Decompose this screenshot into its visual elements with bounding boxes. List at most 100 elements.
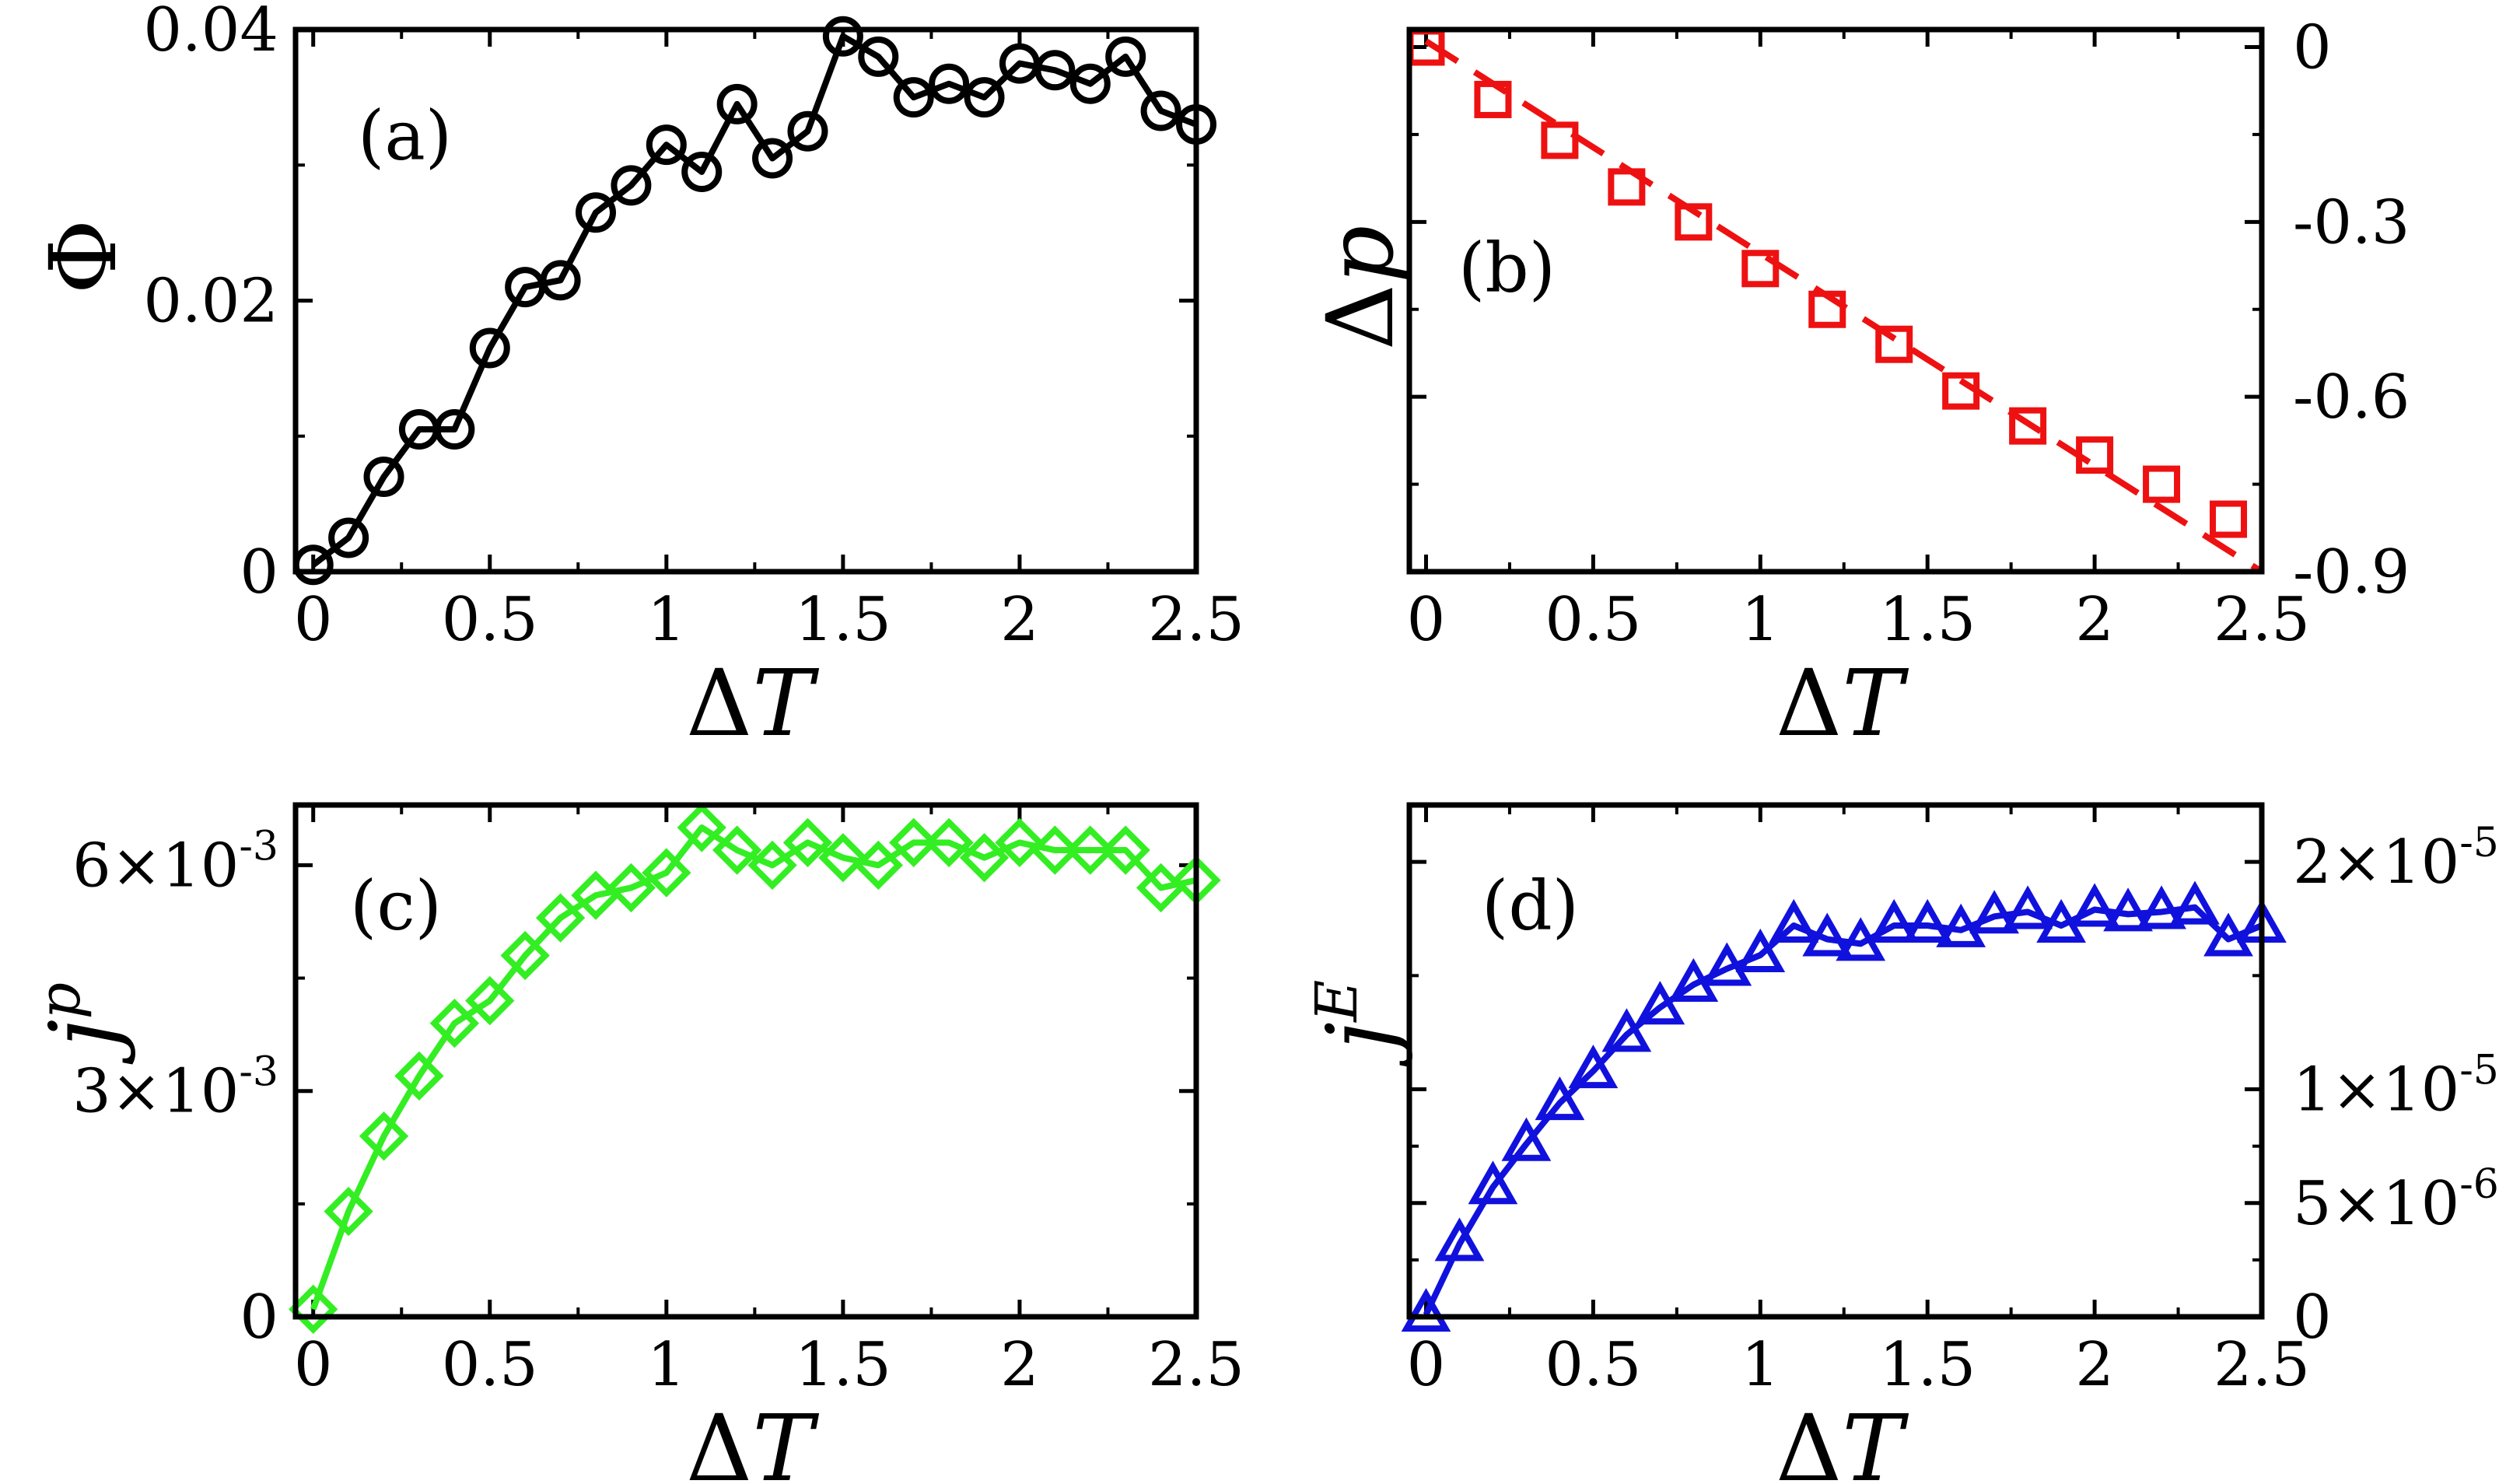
data-point (606, 863, 656, 913)
x-tick-label: 0 (294, 1330, 333, 1400)
data-point (1802, 912, 1853, 957)
data-point (434, 409, 475, 450)
data-point (858, 36, 899, 77)
data-point (853, 840, 903, 891)
data-point (2036, 898, 2086, 943)
data-point (2103, 887, 2153, 932)
x-tick-label: 1 (647, 585, 686, 655)
y-tick-label: 0.04 (143, 0, 278, 65)
data-point (959, 833, 1010, 883)
series-c-0 (310, 824, 1196, 1311)
panel-label: (b) (1458, 228, 1556, 308)
x-tick-label: 2 (2075, 585, 2114, 655)
series-line (1424, 38, 2262, 572)
y-tick-label: -0.3 (2293, 187, 2410, 257)
y-tick-label: 0.02 (143, 267, 278, 337)
data-point (893, 77, 934, 118)
series-b-1 (1424, 38, 2262, 572)
y-axis-label-delta: Δ (1307, 284, 1414, 350)
data-point (646, 124, 687, 166)
data-point (712, 825, 762, 875)
data-point (1735, 928, 1786, 973)
data-point (1468, 1160, 1518, 1205)
x-tick-label: 2.5 (1148, 1330, 1244, 1400)
data-point (1140, 90, 1181, 131)
x-axis-label-delta: Δ (686, 1395, 752, 1484)
data-point (1105, 36, 1146, 77)
x-tick-label: 1 (647, 1330, 686, 1400)
series-line (310, 824, 1196, 1311)
x-tick-label: 2.5 (2214, 1330, 2310, 1400)
data-point (1069, 63, 1111, 104)
y-tick-label: 0 (2293, 12, 2332, 82)
data-point (289, 1284, 338, 1334)
y-axis-label: Φ (30, 219, 137, 295)
y-axis-label: Δp (1307, 226, 1414, 351)
data-point (1702, 942, 1752, 986)
plot-frame (292, 802, 1199, 1320)
x-axis-label: ΔT (1776, 1395, 1909, 1484)
data-point (787, 110, 828, 152)
data-point (1034, 50, 1076, 91)
y-tick-exponent: -5 (2459, 820, 2499, 866)
y-axis-label-var: p (1307, 226, 1414, 285)
data-point (818, 833, 868, 883)
data-point (328, 517, 369, 558)
x-axis-label-var: T (1842, 1395, 1909, 1484)
x-tick-label: 1 (1741, 585, 1780, 655)
data-point (929, 63, 970, 104)
x-axis-label-var: T (752, 1395, 819, 1484)
data-point (924, 817, 974, 868)
data-point (2137, 885, 2186, 929)
x-tick-label: 0.5 (1545, 1330, 1641, 1400)
y-tick-exponent: -6 (2459, 1161, 2499, 1208)
data-point (1501, 1117, 1552, 1161)
data-point (1535, 1076, 1585, 1121)
data-point (1066, 825, 1115, 875)
x-axis-label: ΔT (1776, 649, 1909, 757)
series-markers (1401, 880, 2287, 1332)
x-tick-label: 2.5 (1148, 585, 1244, 655)
plot-frame (1406, 802, 2265, 1320)
x-axis-label-var: T (1842, 649, 1909, 757)
x-axis-label-delta: Δ (1776, 1395, 1842, 1484)
data-point (1936, 903, 1986, 947)
data-point (535, 893, 586, 943)
series-markers (289, 803, 1221, 1334)
data-point (2070, 883, 2119, 927)
data-point (995, 817, 1045, 868)
data-point (752, 138, 793, 179)
data-point (1836, 917, 1886, 961)
data-point (1541, 121, 1579, 159)
x-axis-label: ΔT (686, 649, 819, 757)
y-axis-label-superscript: p (26, 982, 93, 1019)
data-point (2203, 912, 2253, 957)
y-axis-label-superscript: E (1304, 980, 1370, 1024)
data-point (1869, 898, 1920, 943)
x-axis-label-delta: Δ (1776, 649, 1842, 757)
x-tick-label: 0.5 (442, 585, 538, 655)
data-point (1875, 325, 1913, 363)
data-point (576, 192, 616, 233)
x-tick-label: 1.5 (795, 1330, 891, 1400)
y-tick-exponent: -3 (239, 1049, 278, 1096)
data-point (500, 930, 550, 981)
x-tick-label: 2 (2075, 1330, 2114, 1400)
y-tick-exponent: -3 (239, 823, 278, 870)
data-point (747, 840, 797, 891)
data-point (1401, 1287, 1451, 1332)
panel-label: (a) (358, 96, 452, 176)
x-axis-label: ΔT (686, 1395, 819, 1484)
x-tick-label: 1.5 (1879, 1330, 1976, 1400)
data-point (2009, 407, 2047, 445)
data-point (359, 1111, 409, 1161)
x-tick-label: 2 (1000, 585, 1039, 655)
data-point (363, 457, 404, 498)
data-point (677, 803, 726, 852)
panel-a: 0 0.5 1 1.5 2 2.5 0 0.02 0.04 (a) ΔT Φ (30, 0, 1244, 757)
